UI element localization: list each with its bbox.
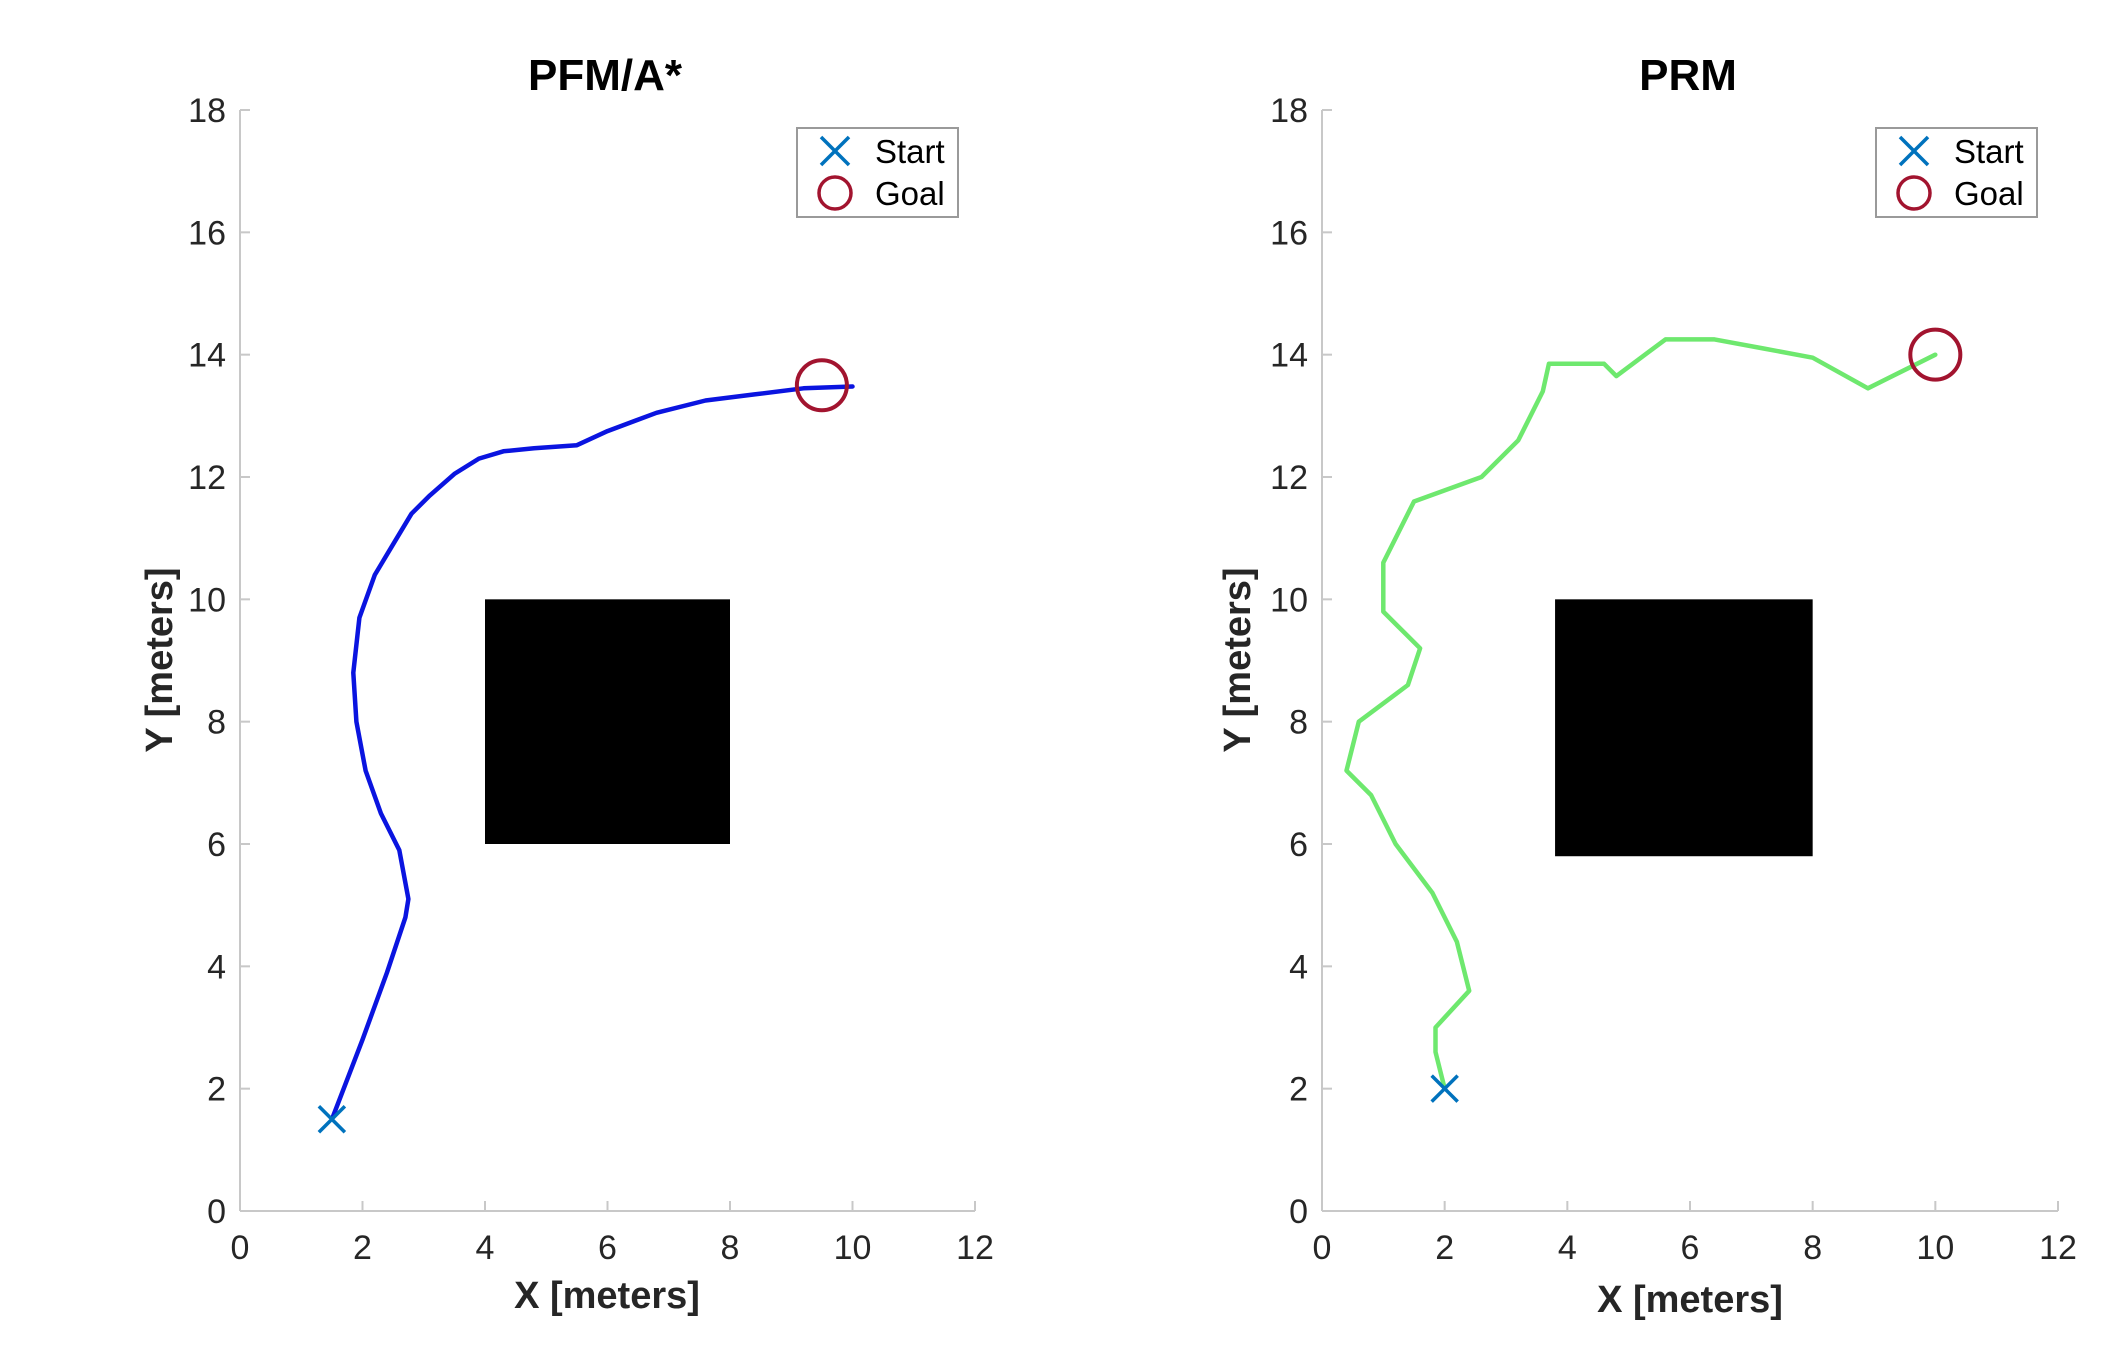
obstacle-rect — [1555, 599, 1813, 857]
x-tick-label: 6 — [1681, 1229, 1700, 1267]
legend-goal-icon — [817, 175, 853, 211]
x-tick-label: 10 — [1916, 1229, 1954, 1267]
goal-circle — [794, 358, 849, 413]
y-tick-label: 8 — [207, 704, 226, 742]
goal-marker — [1908, 327, 1963, 382]
x-tick-label: 12 — [2039, 1229, 2077, 1267]
y-tick-label: 10 — [1270, 581, 1308, 619]
legend-goal-label: Goal — [875, 175, 945, 212]
y-axis-label: Y [meters] — [139, 567, 181, 752]
x-tick-label: 0 — [1313, 1229, 1332, 1267]
chart-title: PFM/A* — [528, 51, 683, 100]
legend-goal-icon — [1896, 175, 1932, 211]
x-tick-label: 4 — [476, 1229, 495, 1267]
x-tick-label: 10 — [834, 1229, 872, 1267]
goal-circle — [1908, 327, 1963, 382]
y-tick-label: 2 — [1289, 1071, 1308, 1109]
chart-panel-prm: PRM 0 2 4 6 8 10 12 0 2 4 6 8 10 12 14 16 18 X [meters]… — [1217, 51, 2077, 1321]
y-tick-label: 18 — [1270, 92, 1308, 130]
x-tick-label: 0 — [231, 1229, 250, 1267]
y-tick-label: 16 — [188, 214, 226, 252]
y-tick-label: 6 — [207, 826, 226, 864]
goal-marker — [794, 358, 849, 413]
x-tick-label: 8 — [1803, 1229, 1822, 1267]
y-ticks: 0 2 4 6 8 10 12 14 16 18 — [188, 92, 250, 1231]
y-tick-label: 0 — [207, 1193, 226, 1231]
legend-start-label: Start — [1954, 133, 2024, 170]
y-tick-label: 10 — [188, 581, 226, 619]
x-tick-label: 6 — [598, 1229, 617, 1267]
legend-start-icon — [819, 135, 851, 167]
x-tick-label: 4 — [1558, 1229, 1577, 1267]
x-tick-label: 8 — [721, 1229, 740, 1267]
x-axis-label: X [meters] — [514, 1275, 700, 1317]
y-tick-label: 0 — [1289, 1193, 1308, 1231]
y-tick-label: 14 — [1270, 337, 1308, 375]
x-tick-label: 12 — [956, 1229, 994, 1267]
start-x-stroke — [1430, 1074, 1459, 1103]
path-line — [329, 384, 855, 1122]
y-tick-label: 4 — [1289, 948, 1308, 986]
legend-start-icon — [1898, 135, 1930, 167]
y-ticks: 0 2 4 6 8 10 12 14 16 18 — [1270, 92, 1332, 1231]
legend: Start Goal — [796, 127, 959, 218]
y-tick-label: 12 — [188, 459, 226, 497]
y-tick-label: 4 — [207, 948, 226, 986]
x-tick-label: 2 — [1435, 1229, 1454, 1267]
x-ticks: 0 2 4 6 8 10 12 — [1313, 1201, 2077, 1267]
y-axis-label: Y [meters] — [1217, 567, 1259, 752]
x-tick-label: 2 — [353, 1229, 372, 1267]
chart-panel-pfm-astar: PFM/A* 0 2 4 6 8 10 12 0 2 4 6 8 10 12 14 16 18 X [mete… — [139, 51, 994, 1317]
y-tick-label: 12 — [1270, 459, 1308, 497]
obstacle-rect — [485, 599, 730, 844]
start-marker — [1430, 1074, 1459, 1103]
x-axis-label: X [meters] — [1597, 1279, 1783, 1321]
y-tick-label: 18 — [188, 92, 226, 130]
legend: Start Goal — [1875, 127, 2038, 218]
y-tick-label: 14 — [188, 337, 226, 375]
path-line — [1344, 337, 1938, 1091]
y-tick-label: 16 — [1270, 214, 1308, 252]
y-tick-label: 2 — [207, 1071, 226, 1109]
y-tick-label: 8 — [1289, 704, 1308, 742]
start-marker — [317, 1105, 347, 1134]
start-x-stroke — [317, 1105, 347, 1134]
legend-start-label: Start — [875, 133, 945, 170]
x-ticks: 0 2 4 6 8 10 12 — [231, 1201, 994, 1267]
legend-goal-label: Goal — [1954, 175, 2024, 212]
chart-title: PRM — [1639, 51, 1737, 100]
y-tick-label: 6 — [1289, 826, 1308, 864]
